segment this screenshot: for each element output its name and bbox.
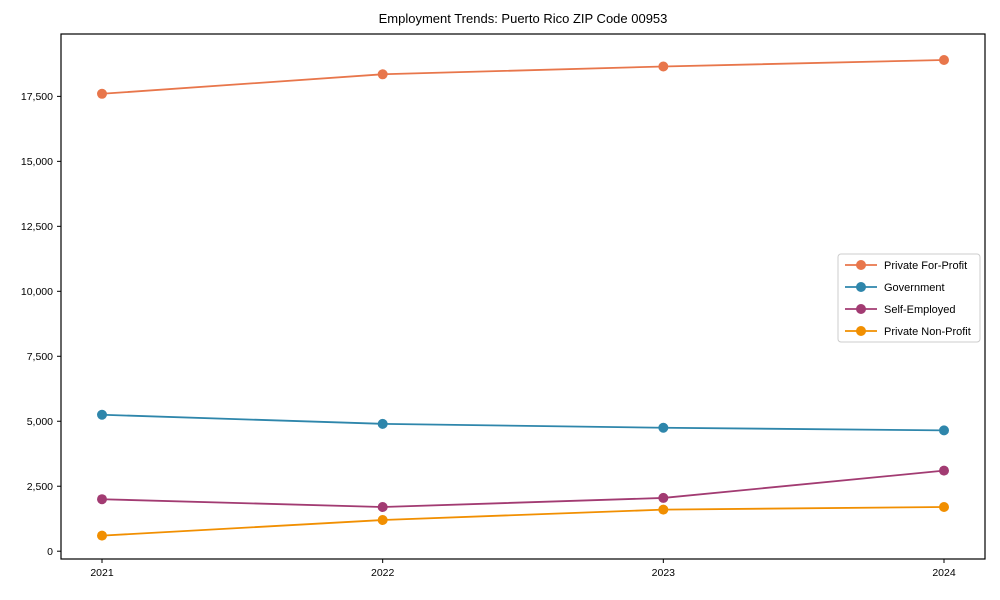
data-point-private-non-profit-2023 <box>658 504 669 515</box>
series-line-government <box>101 413 945 432</box>
legend-item-private-for-profit: Private For-Profit <box>845 260 967 272</box>
series-self-employed <box>97 465 949 513</box>
axes-frame <box>60 33 986 560</box>
data-point-private-for-profit-2022 <box>377 69 388 80</box>
data-point-private-for-profit-2021 <box>97 88 107 99</box>
series-government <box>97 409 949 436</box>
legend-item-private-non-profit: Private Non-Profit <box>845 326 971 338</box>
data-point-private-non-profit-2024 <box>939 502 949 513</box>
data-point-government-2024 <box>939 425 949 436</box>
x-tick-label: 2022 <box>371 567 395 579</box>
legend-swatch-marker <box>856 304 866 314</box>
data-point-self-employed-2021 <box>97 494 107 505</box>
series-line-self-employed <box>101 469 945 508</box>
data-point-private-non-profit-2022 <box>377 515 388 526</box>
data-point-self-employed-2022 <box>377 502 388 513</box>
data-point-government-2022 <box>377 418 388 429</box>
y-tick-label: 17,500 <box>21 91 53 103</box>
y-axis: 0 2,500 5,000 7,500 10,000 12,500 15,000 17,500 <box>21 91 61 558</box>
data-point-private-non-profit-2021 <box>97 530 107 541</box>
data-point-government-2023 <box>658 422 669 433</box>
legend-label: Private For-Profit <box>884 260 967 272</box>
series-line-private-non-profit <box>101 506 945 537</box>
data-point-private-for-profit-2023 <box>658 61 669 72</box>
x-axis: 2021 2022 2023 2024 <box>90 559 956 579</box>
y-tick-label: 5,000 <box>27 416 53 428</box>
legend: Private For-Profit Government Self-Employe… <box>837 253 981 343</box>
legend-swatch-marker <box>856 326 866 336</box>
legend-box <box>837 253 981 343</box>
x-tick-label: 2023 <box>652 567 676 579</box>
series-private-for-profit <box>97 54 949 99</box>
legend-item-government: Government <box>845 282 945 294</box>
y-tick-label: 15,000 <box>21 156 53 168</box>
series-line-private-for-profit <box>101 59 945 95</box>
legend-item-self-employed: Self-Employed <box>845 304 956 316</box>
y-tick-label: 0 <box>47 546 53 558</box>
legend-label: Private Non-Profit <box>884 326 971 338</box>
chart-title: Employment Trends: Puerto Rico ZIP Code … <box>378 11 668 26</box>
x-tick-label: 2024 <box>932 567 956 579</box>
legend-label: Government <box>884 282 945 294</box>
data-point-government-2021 <box>97 409 107 420</box>
legend-label: Self-Employed <box>884 304 956 316</box>
data-point-private-for-profit-2024 <box>939 54 949 65</box>
data-point-self-employed-2024 <box>939 465 949 476</box>
legend-swatch-marker <box>856 282 866 292</box>
series-private-non-profit <box>97 502 949 541</box>
y-tick-label: 2,500 <box>27 481 53 493</box>
y-tick-label: 7,500 <box>27 351 53 363</box>
y-tick-label: 12,500 <box>21 221 53 233</box>
legend-swatch-marker <box>856 260 866 270</box>
data-point-self-employed-2023 <box>658 492 669 503</box>
y-tick-label: 10,000 <box>21 286 53 298</box>
x-tick-label: 2021 <box>90 567 114 579</box>
